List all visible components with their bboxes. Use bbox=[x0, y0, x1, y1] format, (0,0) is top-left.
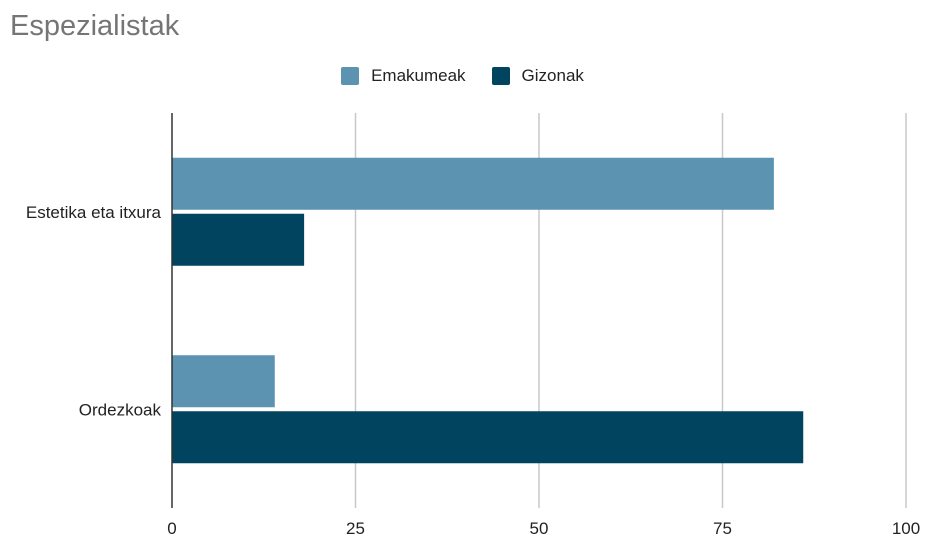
bar bbox=[172, 157, 774, 210]
chart-title: Espezialistak bbox=[10, 10, 180, 42]
legend-swatch bbox=[491, 67, 510, 85]
bar bbox=[172, 411, 804, 464]
legend-label: Gizonak bbox=[521, 66, 584, 85]
legend: Emakumeak Gizonak bbox=[0, 66, 925, 86]
legend-swatch bbox=[341, 67, 360, 85]
y-category-label: Estetika eta itxura bbox=[26, 203, 162, 222]
y-category-label: Ordezkoak bbox=[79, 400, 162, 419]
x-tick-label: 25 bbox=[346, 519, 365, 538]
legend-label: Emakumeak bbox=[371, 66, 466, 85]
x-tick-label: 75 bbox=[713, 519, 732, 538]
legend-item-series-1[interactable]: Emakumeak bbox=[341, 66, 466, 86]
legend-item-series-2[interactable]: Gizonak bbox=[491, 66, 584, 86]
x-tick-label: 0 bbox=[167, 519, 176, 538]
x-tick-label: 50 bbox=[530, 519, 549, 538]
bar bbox=[172, 355, 275, 408]
bar bbox=[172, 213, 305, 266]
x-tick-label: 100 bbox=[892, 519, 920, 538]
